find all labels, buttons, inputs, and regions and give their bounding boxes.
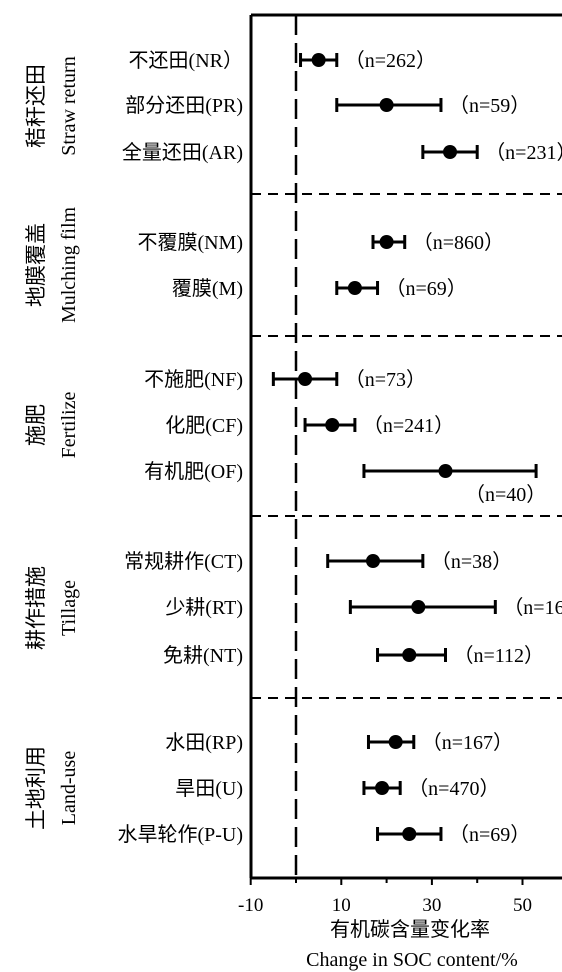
forest-row: 旱田(U) （n=470） — [175, 777, 499, 800]
forest-row: 少耕(RT) （n=16） — [165, 596, 562, 619]
n-label: （n=860） — [413, 231, 504, 254]
row-label: 化肥(CF) — [165, 414, 243, 437]
n-label: （n=40） — [465, 483, 546, 506]
forest-row: 免耕(NT) （n=112） — [163, 644, 544, 667]
n-label: （n=241） — [363, 414, 454, 437]
n-label: （n=59） — [449, 94, 530, 117]
x-axis: -10 10 30 50 有机碳含量变化率 Change in SOC content/% — [238, 878, 532, 971]
x-axis-title-cn: 有机碳含量变化率 — [330, 918, 490, 941]
row-label: 常规耕作(CT) — [124, 550, 243, 573]
row-label: 不还田(NR） — [129, 49, 243, 72]
forest-row: 不施肥(NF) （n=73） — [144, 368, 426, 391]
mean-point — [379, 98, 394, 112]
mean-point — [411, 600, 426, 614]
mean-point — [402, 648, 417, 662]
x-tick-label: 10 — [332, 895, 351, 916]
n-label: （n=69） — [386, 277, 467, 300]
rows: 不还田(NR） （n=262） 部分还田(PR) （n=59） 全量还田(AR) （n=2… — [117, 49, 562, 846]
row-label: 水旱轮作(P-U) — [117, 823, 243, 846]
mean-point — [311, 53, 326, 67]
group-label-en: Mulching film — [58, 207, 80, 324]
row-label: 水田(RP) — [165, 731, 243, 754]
row-label: 全量还田(AR) — [122, 141, 243, 164]
mean-point — [366, 554, 381, 568]
mean-point — [438, 464, 453, 478]
row-label: 有机肥(OF) — [144, 460, 243, 483]
x-tick-label: 30 — [422, 895, 441, 916]
group-label-en: Fertilize — [58, 392, 80, 459]
n-label: （n=73） — [345, 368, 426, 391]
axes — [249, 13, 562, 880]
mean-point — [375, 781, 390, 795]
forest-row: 不覆膜(NM) （n=860） — [137, 231, 504, 254]
mean-point — [347, 281, 362, 295]
row-label: 不覆膜(NM) — [137, 231, 243, 254]
group-label-cn: 耕作措施 — [24, 566, 48, 650]
mean-point — [388, 735, 403, 749]
x-axis-title-en: Change in SOC content/% — [306, 949, 518, 971]
row-label: 覆膜(M) — [172, 277, 243, 300]
n-label: （n=112） — [453, 644, 544, 667]
forest-row: 有机肥(OF) （n=40） — [144, 460, 546, 506]
group-labels: 秸秆还田 Straw return 地膜覆盖 Mulching film 施肥 Ferti… — [24, 56, 80, 830]
x-tick-label: 50 — [513, 895, 532, 916]
group-label-cn: 地膜覆盖 — [24, 223, 48, 307]
group-label-cn: 土地利用 — [24, 746, 48, 830]
forest-row: 常规耕作(CT) （n=38） — [124, 550, 512, 573]
row-label: 旱田(U) — [175, 778, 243, 800]
n-label: （n=69） — [449, 823, 530, 846]
group-label-cn: 秸秆还田 — [24, 64, 48, 148]
n-label: （n=167） — [422, 731, 513, 754]
group-label-en: Land-use — [58, 751, 80, 826]
forest-row: 覆膜(M) （n=69） — [172, 277, 467, 300]
n-label: （n=262） — [345, 49, 436, 72]
group-label-en: Straw return — [58, 56, 80, 155]
row-label: 少耕(RT) — [165, 596, 243, 619]
x-tick-label: -10 — [238, 895, 263, 916]
forest-row: 水旱轮作(P-U) （n=69） — [117, 823, 530, 846]
forest-row: 水田(RP) （n=167） — [165, 731, 513, 754]
forest-row: 全量还田(AR) （n=231） — [122, 141, 562, 164]
n-label: （n=231） — [485, 141, 562, 164]
group-separators — [251, 193, 562, 699]
n-label: （n=470） — [408, 777, 499, 800]
group-label-cn: 施肥 — [24, 404, 48, 446]
group-label-en: Tillage — [58, 580, 80, 636]
forest-row: 化肥(CF) （n=241） — [165, 414, 454, 437]
row-label: 不施肥(NF) — [144, 368, 243, 391]
n-label: （n=16） — [503, 596, 562, 619]
forest-row: 部分还田(PR) （n=59） — [125, 94, 530, 117]
forest-row: 不还田(NR） （n=262） — [129, 49, 437, 72]
mean-point — [402, 827, 417, 841]
mean-point — [379, 235, 394, 249]
mean-point — [298, 372, 313, 386]
mean-point — [443, 145, 458, 159]
n-label: （n=38） — [431, 550, 512, 573]
mean-point — [325, 418, 340, 432]
row-label: 部分还田(PR) — [125, 94, 243, 117]
row-label: 免耕(NT) — [163, 644, 243, 667]
